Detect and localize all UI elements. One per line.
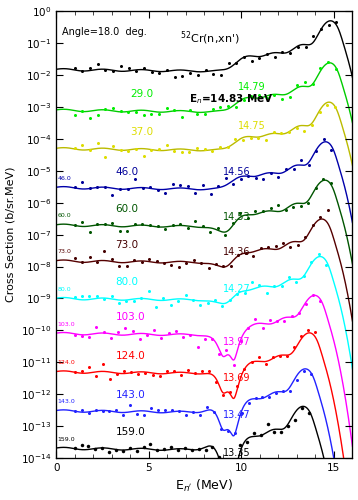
Text: 14.75: 14.75 (238, 121, 265, 131)
Text: 159.0: 159.0 (115, 428, 145, 438)
Text: 103.0: 103.0 (115, 312, 145, 322)
Text: 46.0: 46.0 (58, 176, 71, 181)
Text: 14.79: 14.79 (238, 82, 265, 92)
Text: 124.0: 124.0 (58, 360, 76, 365)
Text: E$_n$=14.83 MeV: E$_n$=14.83 MeV (189, 92, 274, 106)
Text: 60.0: 60.0 (115, 204, 139, 214)
Text: 13.47: 13.47 (223, 410, 251, 420)
Text: 14.36: 14.36 (223, 248, 250, 258)
Text: 60.0: 60.0 (58, 214, 71, 218)
Text: 46.0: 46.0 (115, 166, 139, 176)
Text: 143.0: 143.0 (115, 390, 145, 400)
Text: 29.0: 29.0 (130, 88, 153, 99)
Text: 80.0: 80.0 (115, 278, 139, 287)
X-axis label: E$_{n'}$ (MeV): E$_{n'}$ (MeV) (175, 478, 233, 494)
Text: 80.0: 80.0 (58, 286, 71, 292)
Text: 103.0: 103.0 (58, 322, 75, 326)
Text: 13.35: 13.35 (223, 448, 251, 458)
Text: 159.0: 159.0 (58, 436, 75, 442)
Text: 14.56: 14.56 (223, 167, 251, 177)
Y-axis label: Cross Section (b/sr.MeV): Cross Section (b/sr.MeV) (6, 167, 15, 302)
Text: 13.69: 13.69 (223, 373, 250, 383)
Text: 37.0: 37.0 (130, 127, 153, 137)
Text: 143.0: 143.0 (58, 399, 76, 404)
Text: Angle=18.0  deg.: Angle=18.0 deg. (62, 26, 146, 36)
Text: 13.97: 13.97 (223, 337, 251, 347)
Text: 124.0: 124.0 (115, 351, 145, 361)
Text: 14.53: 14.53 (223, 212, 251, 222)
Text: 73.0: 73.0 (58, 249, 72, 254)
Text: 14.27: 14.27 (223, 284, 251, 294)
Text: $^{52}$Cr(n,xn'): $^{52}$Cr(n,xn') (180, 30, 240, 47)
Text: 73.0: 73.0 (115, 240, 139, 250)
